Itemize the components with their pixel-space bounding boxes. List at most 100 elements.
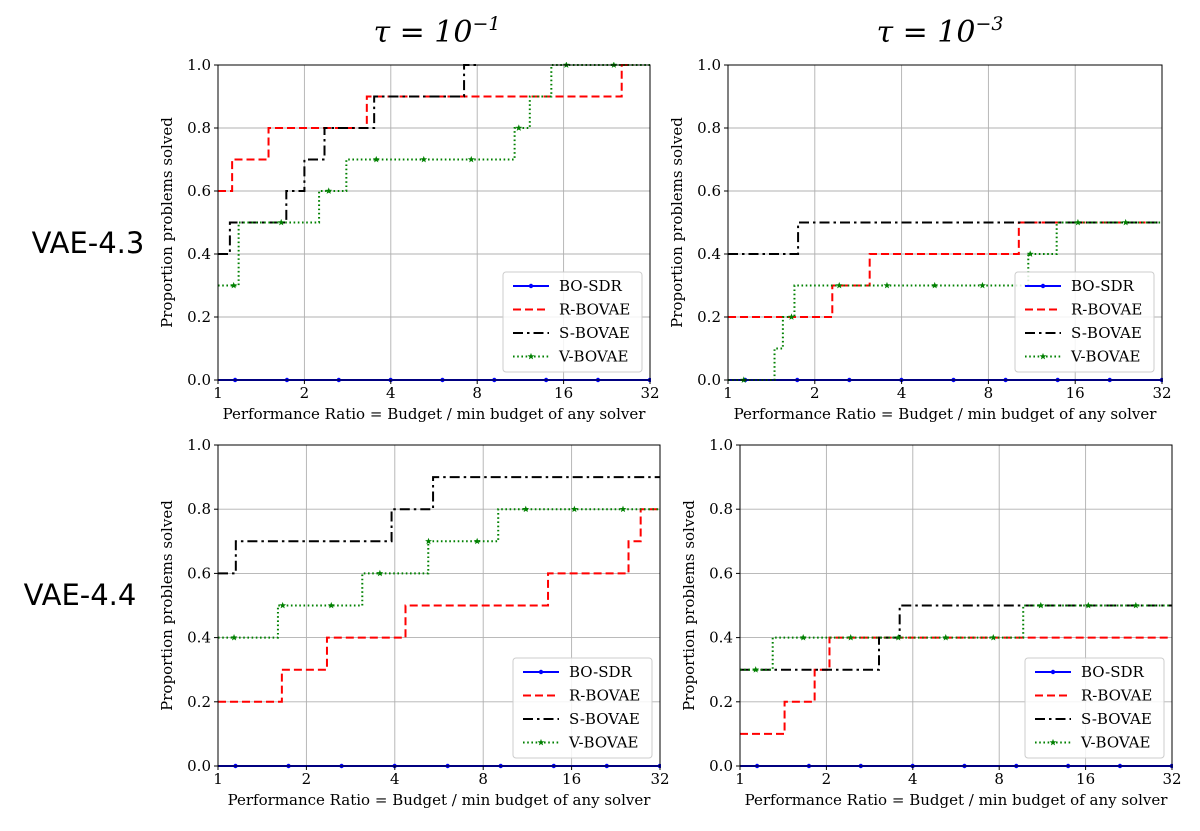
series-marker bbox=[230, 634, 238, 641]
x-tick-label: 16 bbox=[1066, 384, 1085, 402]
legend: BO-SDR R-BOVAE S-BOVAE V-BOVAE bbox=[1024, 657, 1165, 759]
legend-marker bbox=[537, 738, 545, 746]
x-tick-label: 1 bbox=[723, 384, 733, 402]
y-tick-label: 0.6 bbox=[697, 182, 721, 200]
x-tick-label: 32 bbox=[650, 770, 669, 788]
legend-label: R-BOVAE bbox=[1081, 687, 1152, 705]
series-line-s-bovae bbox=[728, 221, 1162, 255]
legend-label: BO-SDR bbox=[569, 663, 633, 681]
legend-label: BO-SDR bbox=[559, 277, 623, 295]
series-marker bbox=[372, 155, 380, 163]
series-marker bbox=[327, 601, 335, 609]
legend-marker bbox=[527, 352, 535, 360]
legend-label: R-BOVAE bbox=[559, 301, 630, 319]
legend-marker bbox=[1049, 738, 1057, 746]
legend-label: S-BOVAE bbox=[1081, 710, 1152, 728]
x-tick-label: 32 bbox=[1152, 384, 1171, 402]
series-line-r-bovae bbox=[740, 636, 1172, 735]
legend-box bbox=[1014, 271, 1155, 373]
axes-frame bbox=[217, 64, 651, 381]
x-tick-label: 2 bbox=[822, 770, 832, 788]
x-tick-label: 32 bbox=[1162, 770, 1181, 788]
x-axis-label: Performance Ratio = Budget / min budget … bbox=[223, 405, 647, 423]
x-tick-label: 4 bbox=[386, 384, 396, 402]
x-tick-label: 8 bbox=[994, 770, 1004, 788]
series-marker bbox=[376, 569, 384, 577]
chart-panel-1: 1 2 4 8 16 32 0.0 0.2 0.4 0.6 0.8 1.0 Performance Ra… bbox=[158, 56, 660, 423]
x-tick-label: 2 bbox=[300, 384, 310, 402]
series-line-s-bovae bbox=[218, 476, 660, 575]
legend-label: S-BOVAE bbox=[559, 324, 630, 342]
y-tick-label: 0.8 bbox=[709, 500, 733, 518]
axes-frame bbox=[739, 444, 1173, 767]
chart-panel-3: 1 2 4 8 16 32 0.0 0.2 0.4 0.6 0.8 1.0 Performance Ra… bbox=[158, 436, 670, 809]
series-line-v-bovae bbox=[218, 508, 660, 639]
y-tick-label: 1.0 bbox=[709, 436, 733, 454]
x-axis-label: Performance Ratio = Budget / min budget … bbox=[228, 791, 652, 809]
series-line-v-bovae bbox=[218, 64, 650, 287]
series-marker bbox=[467, 155, 475, 163]
x-tick-label: 2 bbox=[302, 770, 312, 788]
legend-marker bbox=[1039, 352, 1047, 360]
x-tick-label: 4 bbox=[908, 770, 918, 788]
y-tick-label: 1.0 bbox=[187, 436, 211, 454]
x-tick-label: 16 bbox=[1076, 770, 1095, 788]
axes-frame bbox=[727, 64, 1163, 381]
column-title-left: τ = 10−1 bbox=[374, 13, 501, 50]
series-marker bbox=[277, 218, 285, 226]
x-tick-label: 1 bbox=[735, 770, 745, 788]
legend-label: BO-SDR bbox=[1071, 277, 1135, 295]
y-tick-label: 0.2 bbox=[697, 308, 721, 326]
y-tick-label: 0.4 bbox=[187, 245, 211, 263]
series-line-r-bovae bbox=[728, 221, 1162, 318]
x-tick-label: 4 bbox=[897, 384, 907, 402]
series-marker bbox=[1074, 218, 1082, 226]
legend-label: V-BOVAE bbox=[568, 734, 638, 752]
series-marker bbox=[619, 505, 627, 513]
x-tick-label: 16 bbox=[554, 384, 573, 402]
series-marker bbox=[570, 505, 578, 513]
series-line-r-bovae bbox=[218, 64, 634, 192]
series-marker bbox=[989, 634, 997, 641]
y-tick-label: 0.0 bbox=[187, 371, 211, 389]
legend-label: R-BOVAE bbox=[1071, 301, 1142, 319]
y-tick-label: 0.8 bbox=[697, 119, 721, 137]
axes-frame bbox=[217, 444, 661, 767]
series-marker bbox=[425, 537, 432, 545]
series-marker bbox=[883, 281, 891, 289]
legend-label: S-BOVAE bbox=[1071, 324, 1142, 342]
legend-label: V-BOVAE bbox=[1070, 348, 1140, 366]
row-label-top: VAE-4.3 bbox=[32, 226, 145, 260]
series-marker bbox=[931, 281, 939, 289]
y-tick-label: 0.0 bbox=[187, 757, 211, 775]
series-line-r-bovae bbox=[218, 508, 660, 703]
legend-label: V-BOVAE bbox=[558, 348, 628, 366]
legend-marker bbox=[1050, 669, 1056, 675]
legend-marker bbox=[538, 669, 544, 675]
series-marker bbox=[420, 155, 428, 163]
x-tick-label: 4 bbox=[390, 770, 400, 788]
y-tick-label: 0.8 bbox=[187, 119, 211, 137]
chart-panel-2: 1 2 4 8 16 32 0.0 0.2 0.4 0.6 0.8 1.0 Performance Ra… bbox=[668, 56, 1172, 423]
chart-panel-4: 1 2 4 8 16 32 0.0 0.2 0.4 0.6 0.8 1.0 Performance Ra… bbox=[680, 436, 1182, 809]
y-tick-label: 1.0 bbox=[187, 56, 211, 74]
y-tick-label: 0.4 bbox=[187, 629, 211, 647]
series-marker bbox=[1084, 601, 1092, 609]
x-axis-label: Performance Ratio = Budget / min budget … bbox=[734, 405, 1158, 423]
series-marker bbox=[788, 313, 795, 320]
x-tick-label: 1 bbox=[213, 770, 223, 788]
y-axis-label: Proportion problems solved bbox=[158, 117, 176, 328]
series-marker bbox=[799, 634, 807, 641]
legend-label: BO-SDR bbox=[1081, 663, 1145, 681]
series-marker bbox=[835, 281, 843, 289]
series-line-s-bovae bbox=[218, 64, 479, 255]
y-tick-label: 1.0 bbox=[697, 56, 721, 74]
column-title-right: τ = 10−3 bbox=[877, 13, 1004, 50]
y-tick-label: 0.4 bbox=[709, 629, 733, 647]
series-marker bbox=[752, 666, 760, 673]
y-tick-label: 0.2 bbox=[187, 693, 211, 711]
series-marker bbox=[1122, 218, 1130, 226]
series-line-s-bovae bbox=[740, 604, 1172, 671]
legend: BO-SDR R-BOVAE S-BOVAE V-BOVAE bbox=[1014, 271, 1155, 373]
